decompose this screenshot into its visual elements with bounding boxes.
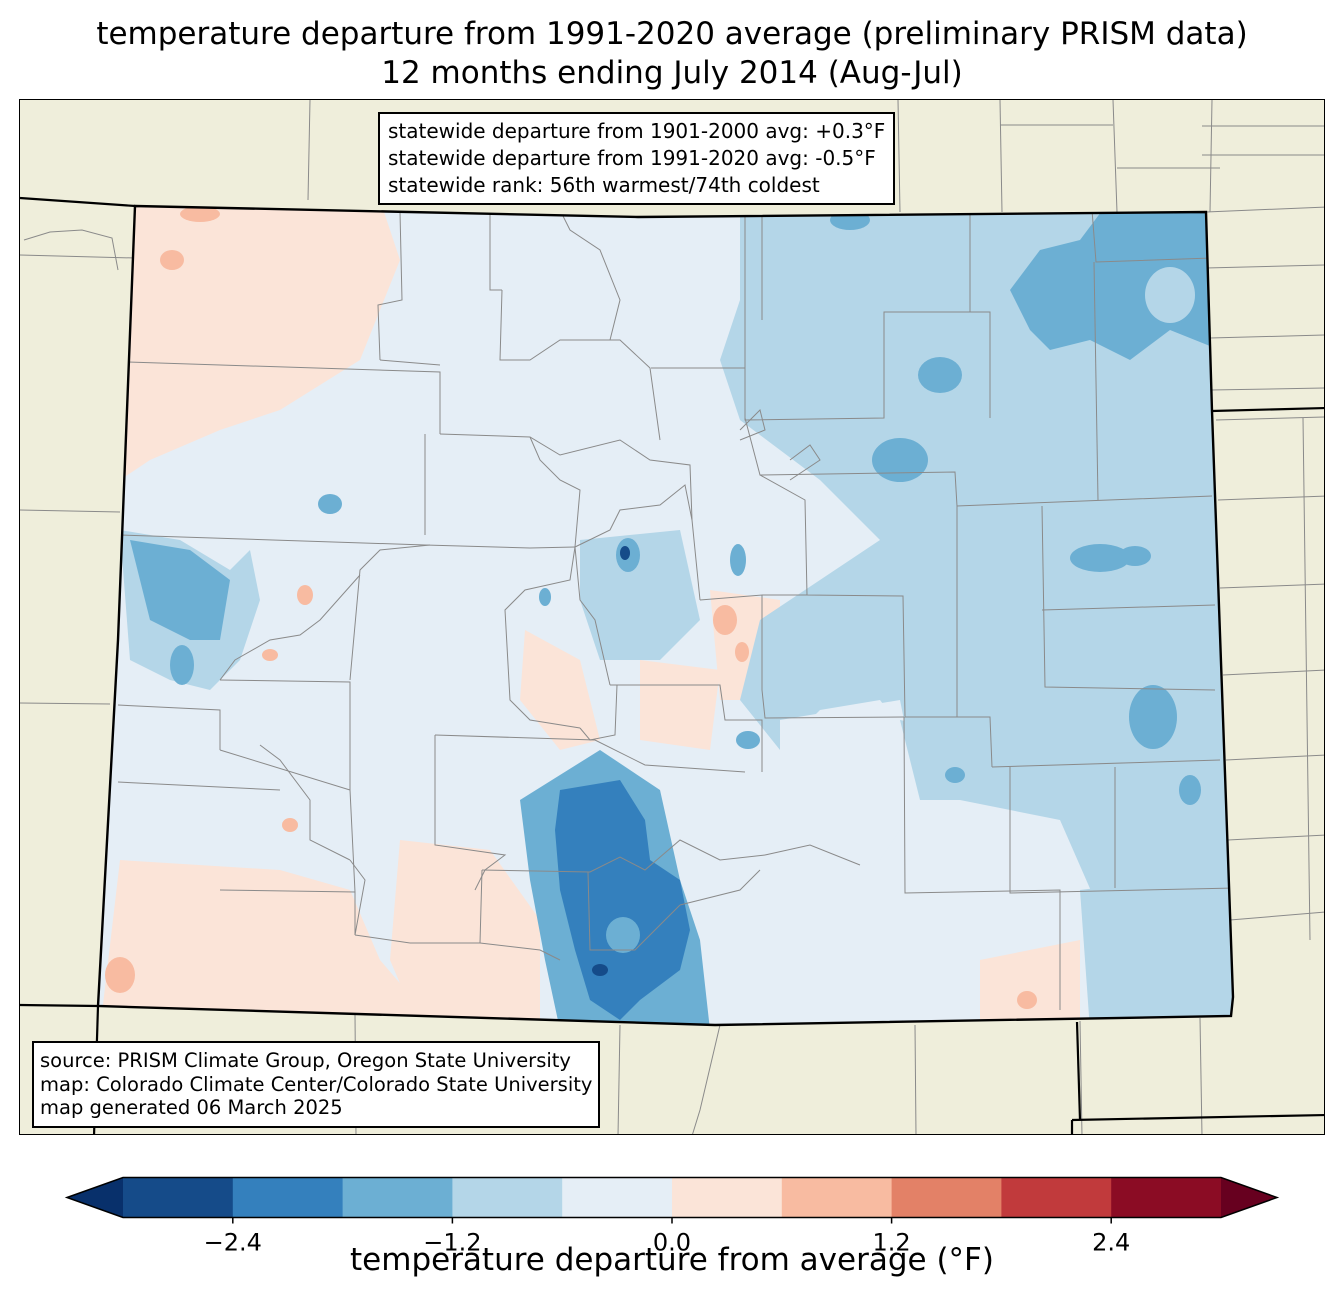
colorbar-segment xyxy=(452,1177,563,1218)
colorbar-extend-high xyxy=(1221,1177,1277,1218)
colorbar-outline xyxy=(64,1176,1280,1219)
colorbar-segment xyxy=(672,1177,783,1218)
colorado-map xyxy=(20,100,1324,1134)
colorbar-segment xyxy=(781,1177,893,1218)
colorbar-segment xyxy=(1111,1177,1222,1218)
neighbor-county-lines xyxy=(20,100,1324,1134)
colorbar-ticks: −2.4 −1.2 0.0 1.2 2.4 xyxy=(204,1217,1130,1257)
stats-rank: statewide rank: 56th warmest/74th coldes… xyxy=(388,173,820,197)
map-title-line2: 12 months ending July 2014 (Aug-Jul) xyxy=(381,55,963,91)
colorbar: −2.4 −1.2 0.0 1.2 2.4 xyxy=(64,1176,1280,1257)
colorbar-segments xyxy=(64,1176,1280,1219)
map-panel: statewide departure from 1901-2000 avg: … xyxy=(19,99,1325,1135)
map-credit-line: map: Colorado Climate Center/Colorado St… xyxy=(40,1072,593,1096)
colorbar-segment xyxy=(562,1177,673,1218)
stats-departure-1901-2000: statewide departure from 1901-2000 avg: … xyxy=(388,119,886,143)
colorbar-segment xyxy=(891,1177,1002,1218)
temperature-contours xyxy=(98,206,1233,1025)
colorbar-tick-label: 1.2 xyxy=(873,1229,911,1257)
map-title-line1: temperature departure from 1991-2020 ave… xyxy=(96,16,1248,52)
colorbar-tick-label: 2.4 xyxy=(1092,1229,1130,1257)
colorado-border xyxy=(96,204,1235,1027)
colorbar-label: temperature departure from average (°F) xyxy=(350,1242,994,1278)
colorado-county-lines xyxy=(117,209,1233,1010)
colorbar-tick-label: −2.4 xyxy=(204,1229,262,1257)
colorbar-segment xyxy=(123,1177,234,1218)
colorbar-tick-label: −1.2 xyxy=(423,1229,481,1257)
source-credits-box: source: PRISM Climate Group, Oregon Stat… xyxy=(32,1041,601,1128)
colorbar-segment xyxy=(1001,1177,1112,1218)
source-line: source: PRISM Climate Group, Oregon Stat… xyxy=(40,1049,571,1072)
colorbar-tick-label: 0.0 xyxy=(653,1229,691,1257)
colorbar-segment xyxy=(342,1177,453,1218)
colorbar-segment xyxy=(232,1177,344,1218)
generated-date-line: map generated 06 March 2025 xyxy=(40,1096,343,1119)
stats-departure-1991-2020: statewide departure from 1991-2020 avg: … xyxy=(388,146,876,170)
colorbar-extend-low xyxy=(67,1177,123,1218)
statewide-stats-box: statewide departure from 1901-2000 avg: … xyxy=(378,112,896,205)
